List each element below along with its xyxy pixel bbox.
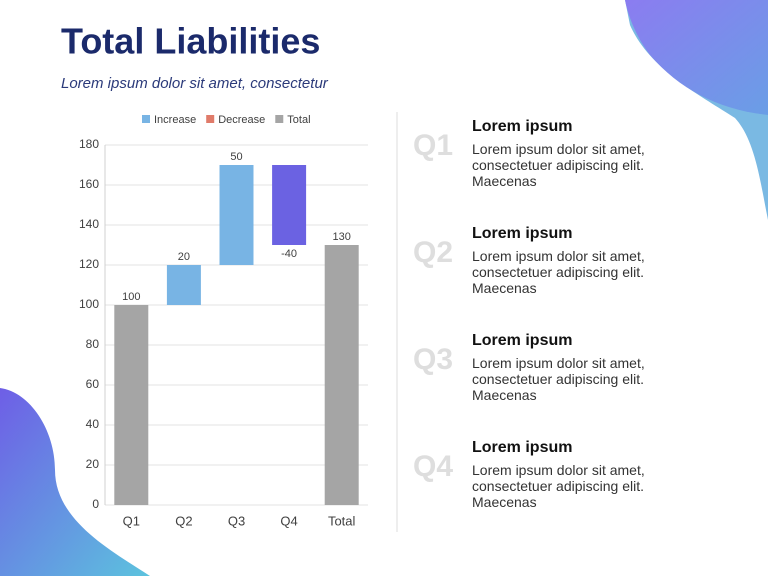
slide-subtitle: Lorem ipsum dolor sit amet, consectetur: [61, 75, 329, 92]
item-body: Lorem ipsum dolor sit amet, consectetuer…: [472, 355, 645, 403]
item-body: Lorem ipsum dolor sit amet, consectetuer…: [472, 462, 645, 510]
y-tick-label: 40: [86, 417, 100, 431]
item-heading: Lorem ipsum: [472, 225, 572, 242]
legend-label: Total: [287, 114, 310, 126]
legend-label: Increase: [154, 114, 196, 126]
legend-label: Decrease: [218, 114, 265, 126]
y-tick-label: 140: [79, 217, 99, 231]
legend-swatch: [275, 115, 284, 123]
item-heading: Lorem ipsum: [472, 332, 572, 349]
bar: [219, 165, 254, 265]
item-label: Q2: [413, 236, 453, 269]
legend-swatch: [206, 115, 215, 123]
data-label: -40: [281, 248, 297, 260]
item-body: Lorem ipsum dolor sit amet, consectetuer…: [472, 141, 645, 189]
bar: [114, 305, 149, 505]
y-tick-label: 160: [79, 177, 99, 191]
data-label: 20: [178, 251, 190, 263]
decor-blob: [0, 388, 150, 576]
data-label: 130: [333, 231, 351, 243]
x-tick-label: Q3: [228, 513, 245, 528]
item-label: Q3: [413, 343, 453, 376]
bar: [272, 165, 307, 245]
data-label: 100: [122, 291, 140, 303]
item-heading: Lorem ipsum: [472, 439, 572, 456]
slide-title: Total Liabilities: [61, 21, 320, 62]
x-tick-label: Q2: [175, 513, 192, 528]
item-heading: Lorem ipsum: [472, 118, 572, 135]
x-tick-label: Q1: [123, 513, 140, 528]
y-tick-label: 180: [79, 137, 99, 151]
y-tick-label: 20: [86, 457, 100, 471]
item-label: Q4: [413, 450, 453, 483]
y-tick-label: 60: [86, 377, 100, 391]
y-tick-label: 100: [79, 297, 99, 311]
y-tick-label: 120: [79, 257, 99, 271]
bar: [324, 245, 359, 505]
data-label: 50: [230, 151, 242, 163]
item-body: Lorem ipsum dolor sit amet, consectetuer…: [472, 248, 645, 296]
decor-blob: [625, 0, 768, 115]
x-tick-label: Total: [328, 513, 356, 528]
y-tick-label: 80: [86, 337, 100, 351]
y-tick-label: 0: [92, 497, 99, 511]
legend-swatch: [142, 115, 150, 123]
item-label: Q1: [413, 129, 453, 162]
bar: [166, 265, 201, 305]
x-tick-label: Q4: [280, 513, 297, 528]
